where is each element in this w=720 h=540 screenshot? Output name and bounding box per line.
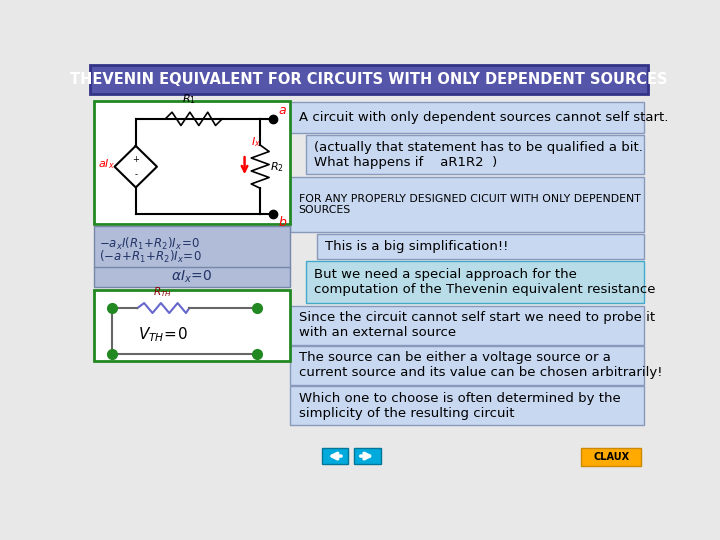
Text: $\alpha I_x \!=\! 0$: $\alpha I_x \!=\! 0$ <box>171 269 212 286</box>
Text: The source can be either a voltage source or a
current source and its value can : The source can be either a voltage sourc… <box>299 352 662 380</box>
Text: -: - <box>134 170 138 179</box>
Text: But we need a special approach for the
computation of the Thevenin equivalent re: But we need a special approach for the c… <box>315 268 656 296</box>
FancyBboxPatch shape <box>290 386 644 426</box>
Text: CLAUX: CLAUX <box>593 452 629 462</box>
FancyBboxPatch shape <box>94 226 289 268</box>
Text: $R_2$: $R_2$ <box>270 160 284 173</box>
FancyBboxPatch shape <box>306 261 644 303</box>
Text: a: a <box>279 104 287 117</box>
FancyBboxPatch shape <box>94 290 289 361</box>
Text: $V_{TH}\!=\!0$: $V_{TH}\!=\!0$ <box>138 325 187 343</box>
Text: $(-a\!+\!R_1\!+\!R_2)I_x\!=\!0$: $(-a\!+\!R_1\!+\!R_2)I_x\!=\!0$ <box>99 249 202 265</box>
FancyBboxPatch shape <box>290 306 644 345</box>
FancyBboxPatch shape <box>322 448 348 464</box>
FancyBboxPatch shape <box>90 65 648 94</box>
Text: FOR ANY PROPERLY DESIGNED CICUIT WITH ONLY DEPENDENT
SOURCES: FOR ANY PROPERLY DESIGNED CICUIT WITH ON… <box>299 194 641 215</box>
Text: Since the circuit cannot self start we need to probe it
with an external source: Since the circuit cannot self start we n… <box>299 311 654 339</box>
Text: $R_{TH}$: $R_{TH}$ <box>153 285 172 299</box>
Text: $aI_x$: $aI_x$ <box>99 158 115 172</box>
FancyBboxPatch shape <box>581 448 642 466</box>
Text: A circuit with only dependent sources cannot self start.: A circuit with only dependent sources ca… <box>299 111 668 124</box>
FancyBboxPatch shape <box>290 102 644 133</box>
FancyBboxPatch shape <box>290 346 644 385</box>
Text: Which one to choose is often determined by the
simplicity of the resulting circu: Which one to choose is often determined … <box>299 392 621 420</box>
FancyBboxPatch shape <box>94 267 289 287</box>
FancyBboxPatch shape <box>354 448 381 464</box>
FancyBboxPatch shape <box>94 101 289 224</box>
FancyBboxPatch shape <box>306 135 644 174</box>
FancyBboxPatch shape <box>317 234 644 259</box>
Text: (actually that statement has to be qualified a bit.
What happens if    aR1R2  ): (actually that statement has to be quali… <box>315 140 643 168</box>
Text: b: b <box>279 216 287 229</box>
Text: $I_x$: $I_x$ <box>251 136 261 149</box>
FancyBboxPatch shape <box>290 177 644 232</box>
Text: $R_1$: $R_1$ <box>181 92 196 106</box>
Text: +: + <box>132 154 139 164</box>
Text: This is a big simplification!!: This is a big simplification!! <box>325 240 509 253</box>
Text: THEVENIN EQUIVALENT FOR CIRCUITS WITH ONLY DEPENDENT SOURCES: THEVENIN EQUIVALENT FOR CIRCUITS WITH ON… <box>71 72 667 87</box>
Text: $-a_xI(R_1\!+\!R_2)I_x\!=\!0$: $-a_xI(R_1\!+\!R_2)I_x\!=\!0$ <box>99 235 200 252</box>
